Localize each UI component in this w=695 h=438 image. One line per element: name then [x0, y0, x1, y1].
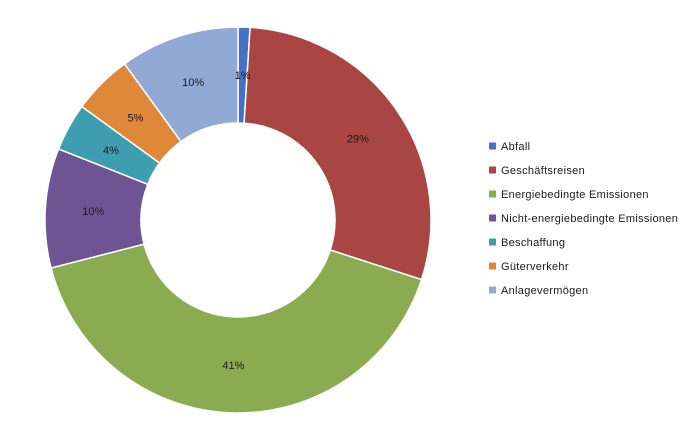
legend-item-beschaffung-4: Beschaffung	[489, 237, 565, 249]
legend-swatch	[489, 190, 496, 198]
legend-item-energiebedingte-emissionen-2: Energiebedingte Emissionen	[489, 189, 649, 201]
legend-item-g-terverkehr-5: Güterverkehr	[489, 261, 569, 273]
legend-swatch	[489, 238, 496, 246]
legend-label: Geschäftsreisen	[501, 165, 585, 177]
legend-label: Beschaffung	[501, 237, 565, 249]
data-label-gesch-ftsreisen-1: 29%	[347, 133, 369, 145]
data-label-abfall-0: 1%	[235, 70, 251, 82]
data-label-anlageverm-gen-6: 10%	[182, 77, 204, 89]
legend-swatch	[489, 262, 496, 270]
data-label-beschaffung-4: 4%	[103, 145, 119, 157]
legend-swatch	[489, 142, 496, 150]
data-label-energiebedingte-emissionen-2: 41%	[222, 360, 244, 372]
slice-energiebedingte-emissionen-2	[50, 243, 423, 414]
data-label-nicht-energiebedingte-emissionen-3: 10%	[82, 206, 104, 218]
slices-group	[44, 26, 432, 414]
data-labels-group: 1% 29% 41% 10% 4% 5% 10%	[82, 70, 369, 372]
legend-item-abfall-0: Abfall	[489, 141, 530, 153]
legend-item-anlageverm-gen-6: Anlagevermögen	[489, 285, 588, 297]
legend-label: Abfall	[501, 141, 530, 153]
legend-label: Nicht-energiebedingte Emissionen	[501, 213, 678, 225]
legend-label: Güterverkehr	[501, 261, 569, 273]
legend-label: Energiebedingte Emissionen	[501, 189, 649, 201]
data-label-g-terverkehr-5: 5%	[128, 112, 144, 124]
legend-label: Anlagevermögen	[501, 285, 588, 297]
legend: Abfall Geschäftsreisen Energiebedingte Emi…	[489, 141, 678, 297]
slice-anlageverm-gen-6	[123, 26, 239, 143]
legend-swatch	[489, 214, 496, 222]
legend-swatch	[489, 166, 496, 174]
legend-item-gesch-ftsreisen-1: Geschäftsreisen	[489, 165, 585, 177]
legend-swatch	[489, 286, 496, 294]
legend-item-nicht-energiebedingte-emissionen-3: Nicht-energiebedingte Emissionen	[489, 213, 678, 225]
slice-gesch-ftsreisen-1	[243, 26, 432, 281]
